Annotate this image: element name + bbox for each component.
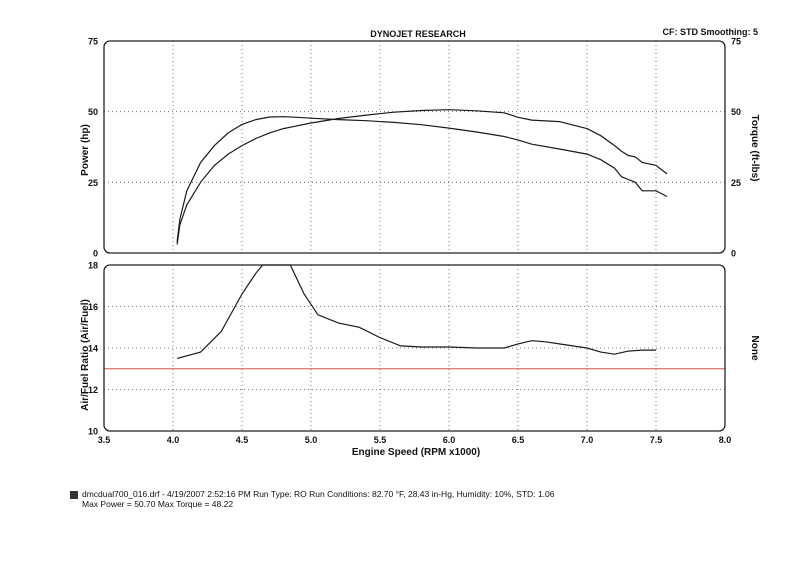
- afr-ytick-label: 12: [88, 385, 98, 395]
- torque-ytick-label: 75: [731, 37, 741, 47]
- afr-ytick-label: 18: [88, 261, 98, 271]
- afr-curve: [176, 264, 656, 359]
- power-axis-label: Power (hp): [80, 124, 91, 176]
- torque-ytick-label: 0: [731, 249, 736, 259]
- max-values-text: Max Power = 50.70 Max Torque = 48.22: [82, 499, 234, 509]
- x-axis-label: Engine Speed (RPM x1000): [352, 447, 480, 458]
- x-tick-label: 7.5: [650, 435, 663, 445]
- x-tick-label: 6.5: [512, 435, 525, 445]
- afr-ytick-label: 14: [88, 344, 98, 354]
- air-fuel-panel: 10 12 14 16 18 3.5 4.0 4.5 5.0 5.5 6.0 6.5 7.0 7.5 8.0: [88, 261, 731, 446]
- x-tick-label: 5.5: [374, 435, 387, 445]
- power-torque-panel: 0 0 25 25 50 50 75 75: [88, 37, 741, 259]
- power-torque-ytick-label: 50: [88, 107, 98, 117]
- power-torque-frame: [103, 40, 726, 254]
- x-tick-label: 5.0: [305, 435, 318, 445]
- chart-title: DYNOJET RESEARCH: [370, 29, 466, 39]
- x-tick-label: 7.0: [581, 435, 594, 445]
- x-tick-label: 4.5: [236, 435, 249, 445]
- power-curve: [176, 109, 668, 245]
- run-info-footer: dmcdual700_016.drf - 4/19/2007 2:52:16 P…: [70, 489, 554, 509]
- power-torque-ytick-label: 25: [88, 178, 98, 188]
- power-torque-ytick-label: 0: [93, 249, 98, 259]
- afr-right-label: None: [749, 336, 760, 361]
- afr-ytick-label: 16: [88, 302, 98, 312]
- x-tick-label: 6.0: [443, 435, 456, 445]
- torque-ytick-label: 50: [731, 107, 741, 117]
- torque-ytick-label: 25: [731, 178, 741, 188]
- run-info-text: dmcdual700_016.drf - 4/19/2007 2:52:16 P…: [82, 489, 555, 499]
- run-color-swatch: [70, 490, 78, 499]
- afr-axis-label: Air/Fuel Ratio (Air/Fuel): [80, 299, 91, 411]
- corner-settings: CF: STD Smoothing: 5: [663, 27, 759, 37]
- torque-curve: [176, 116, 668, 242]
- torque-axis-label: Torque (ft-lbs): [749, 114, 760, 181]
- afr-ytick-label: 10: [88, 427, 98, 437]
- afr-frame: [103, 264, 726, 432]
- x-tick-label: 8.0: [719, 435, 732, 445]
- x-tick-label: 3.5: [98, 435, 111, 445]
- x-tick-label: 4.0: [167, 435, 180, 445]
- power-torque-ytick-label: 75: [88, 37, 98, 47]
